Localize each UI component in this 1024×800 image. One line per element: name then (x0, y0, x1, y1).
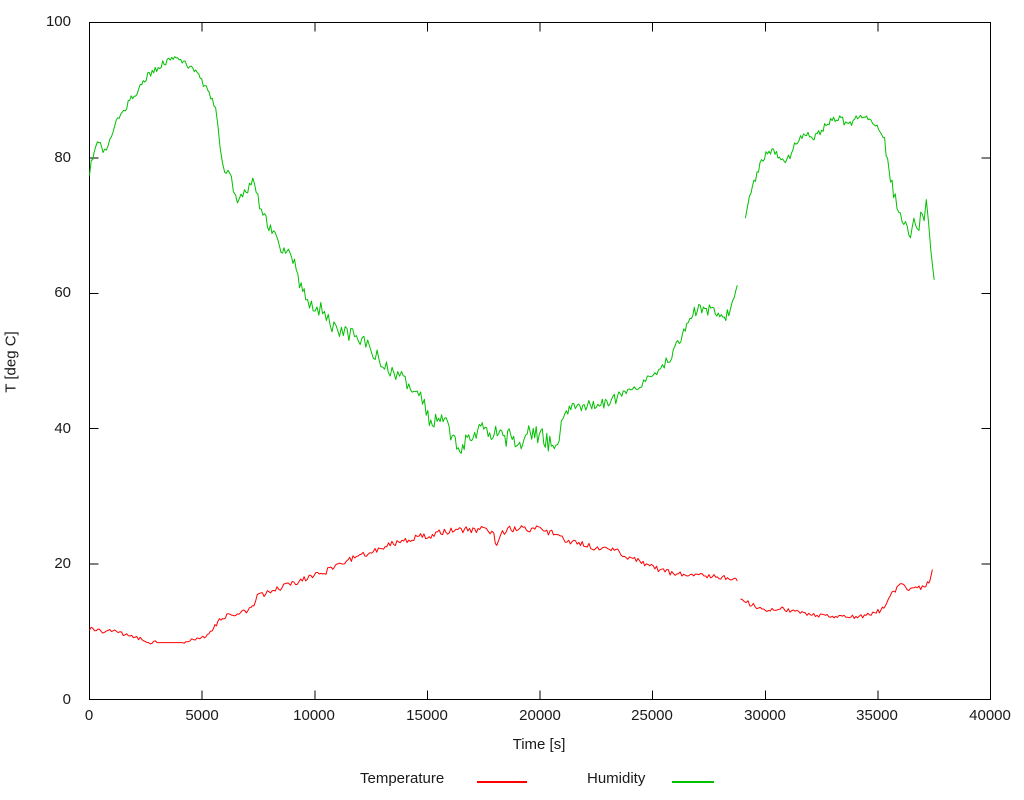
x-tick-label-40000: 40000 (969, 707, 1011, 724)
y-tick-label-20: 20 (54, 555, 71, 572)
x-tick-label-20000: 20000 (519, 707, 561, 724)
x-axis-label: Time [s] (512, 736, 566, 753)
y-tick-label-60: 60 (54, 284, 71, 301)
y-tick-label-40: 40 (54, 420, 71, 437)
temperature-legend-line (477, 781, 527, 783)
y-axis-label: T [deg C] (2, 331, 20, 393)
legend-label-temperature: Temperature (360, 770, 445, 787)
humidity-legend-line (672, 781, 714, 783)
y-tick-label-0: 0 (62, 691, 71, 708)
x-tick-label-35000: 35000 (856, 707, 898, 724)
x-tick-label-15000: 15000 (406, 707, 448, 724)
x-tick-label-10000: 10000 (293, 707, 335, 724)
x-tick-label-0: 0 (84, 707, 94, 724)
legend-label-humidity: Humidity (587, 770, 646, 787)
x-tick-label-30000: 30000 (744, 707, 786, 724)
x-tick-label-5000: 5000 (185, 707, 219, 724)
y-tick-label-80: 80 (54, 149, 71, 166)
x-tick-label-25000: 25000 (631, 707, 673, 724)
y-tick-label-100: 100 (45, 13, 71, 30)
